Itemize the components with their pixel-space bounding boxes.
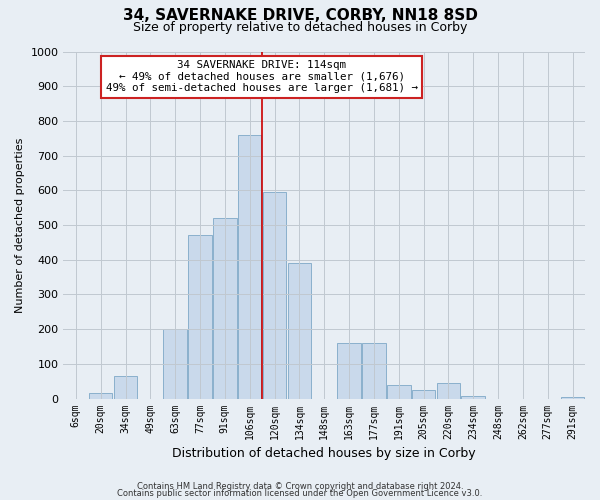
Bar (287, 263, 311, 398)
Bar (362, 343, 386, 398)
Bar (561, 397, 584, 398)
Text: Contains HM Land Registry data © Crown copyright and database right 2024.: Contains HM Land Registry data © Crown c… (137, 482, 463, 491)
Bar (337, 343, 361, 398)
Text: 34, SAVERNAKE DRIVE, CORBY, NN18 8SD: 34, SAVERNAKE DRIVE, CORBY, NN18 8SD (122, 8, 478, 22)
Y-axis label: Number of detached properties: Number of detached properties (15, 138, 25, 312)
Bar (238, 135, 262, 398)
Bar (263, 192, 286, 398)
Bar (387, 384, 410, 398)
Bar (412, 390, 436, 398)
Text: Size of property relative to detached houses in Corby: Size of property relative to detached ho… (133, 21, 467, 34)
Bar (114, 376, 137, 398)
Text: 34 SAVERNAKE DRIVE: 114sqm
← 49% of detached houses are smaller (1,676)
49% of s: 34 SAVERNAKE DRIVE: 114sqm ← 49% of deta… (106, 60, 418, 94)
Bar (89, 394, 112, 398)
X-axis label: Distribution of detached houses by size in Corby: Distribution of detached houses by size … (172, 447, 476, 460)
Bar (213, 218, 236, 398)
Bar (461, 396, 485, 398)
Text: Contains public sector information licensed under the Open Government Licence v3: Contains public sector information licen… (118, 489, 482, 498)
Bar (437, 383, 460, 398)
Bar (188, 236, 212, 398)
Bar (163, 329, 187, 398)
